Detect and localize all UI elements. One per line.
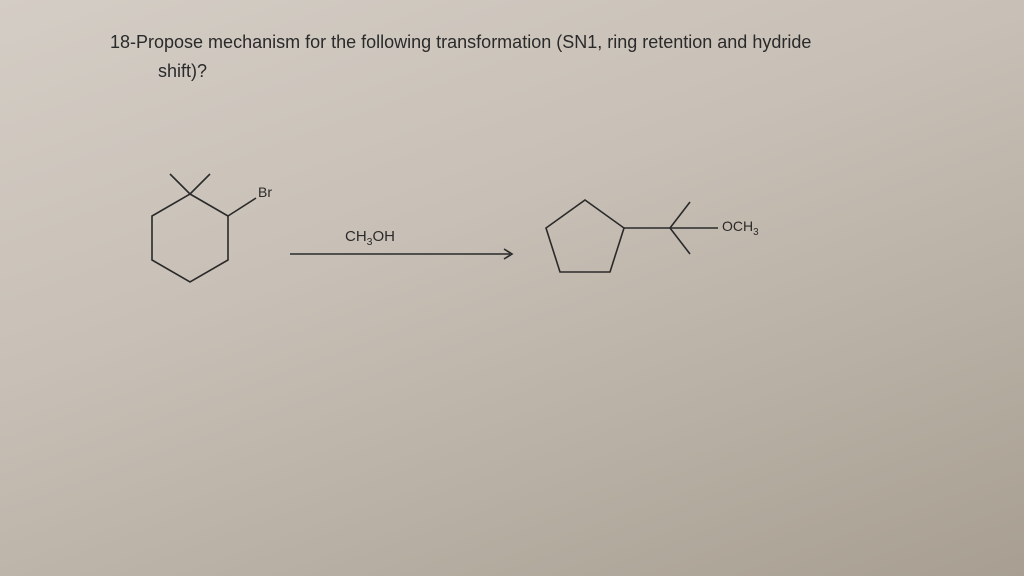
question-line1: 18-Propose mechanism for the following t… [110,28,994,57]
product-group-label: OCH3 [722,218,759,238]
page-container: 18-Propose mechanism for the following t… [0,0,1024,576]
reactant-structure [152,174,256,282]
reaction-diagram: Br CH3OH OCH3 [130,150,850,330]
reaction-arrow [290,249,512,259]
reagent-label: CH3OH [345,228,395,248]
leaving-group-label: Br [258,184,272,200]
question-text: 18-Propose mechanism for the following t… [110,28,994,86]
product-structure [546,200,718,272]
question-line2: shift)? [158,57,994,86]
reaction-svg [130,150,850,330]
